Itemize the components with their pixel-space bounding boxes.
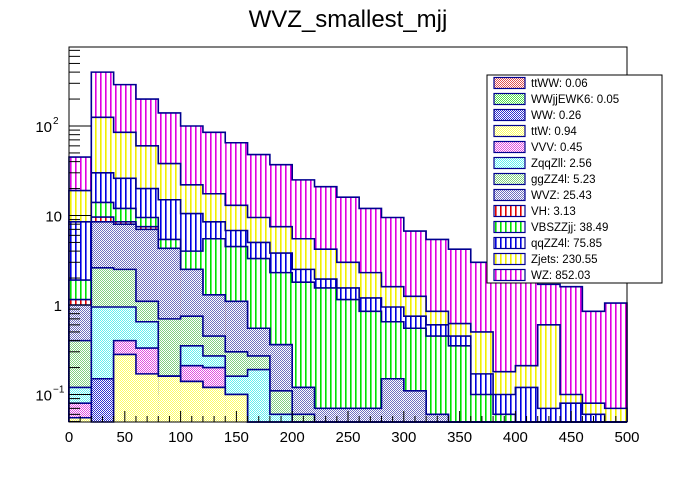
x-tick-label: 0 — [65, 429, 73, 446]
legend-item-zqqzll: ZqqZll: 2.56 — [493, 156, 592, 170]
legend-swatch — [493, 252, 526, 266]
x-tick-label: 350 — [447, 429, 472, 446]
bar-ttw-bin-6 — [202, 387, 226, 422]
legend-label: WW: 0.26 — [531, 110, 581, 122]
bar-vbszzjj-bin-12 — [336, 299, 360, 422]
bar-qqzz4l-bin-21 — [537, 408, 561, 422]
legend-swatch — [493, 204, 526, 218]
bar-ttw-bin-3 — [135, 373, 159, 422]
stacked-histogram — [68, 71, 628, 423]
x-tick-label: 250 — [335, 429, 360, 446]
bar-zjets-bin-24 — [604, 408, 627, 422]
outline-zjets — [68, 116, 628, 422]
bar-wvz-bin-13 — [359, 408, 382, 422]
bar-wvz-bin-11 — [314, 408, 337, 422]
chart-title: WVZ_smallest_mjj — [249, 6, 448, 33]
legend-label: WVZ: 25.43 — [531, 190, 592, 202]
x-axis: 0 50 100 150 200 250 300 350 400 450 500 — [65, 411, 640, 446]
y-tick-label: 10 — [45, 209, 62, 226]
x-tick-label: 100 — [168, 429, 193, 446]
legend-swatch — [493, 268, 526, 282]
y-tick-exponent: 2 — [53, 116, 59, 127]
legend-swatch — [493, 236, 526, 250]
legend-swatch — [493, 172, 526, 186]
legend-label: qqZZ4l: 75.85 — [531, 238, 602, 250]
y-tick-exponent: −1 — [53, 385, 65, 396]
legend-item-wwjjewk6: WWjjEWK6: 0.05 — [493, 92, 619, 106]
bar-ttw-bin-2 — [113, 354, 136, 422]
bar-vbszzjj-bin-13 — [359, 311, 382, 422]
bar-wz-bin-23 — [582, 311, 605, 422]
legend-label: WWjjEWK6: 0.05 — [531, 94, 619, 106]
legend-swatch — [493, 156, 526, 170]
bar-zjets-bin-21 — [537, 324, 561, 422]
legend-label: WZ: 852.03 — [531, 270, 590, 282]
legend-label: ttW: 0.94 — [531, 126, 577, 138]
bar-wvz-bin-15 — [403, 390, 427, 422]
bar-ttw-bin-7 — [225, 394, 248, 422]
bar-vbszzjj-bin-17 — [448, 345, 471, 422]
legend-swatch — [493, 124, 526, 138]
x-tick-label: 50 — [116, 429, 133, 446]
bar-qqzz4l-bin-20 — [515, 387, 538, 422]
bar-ttw-bin-5 — [180, 381, 203, 422]
bar-ww-bin-1 — [91, 378, 114, 422]
legend-item-wvz: WVZ: 25.43 — [493, 188, 592, 202]
legend-item-ttww: ttWW: 0.06 — [493, 76, 588, 90]
legend-swatch — [493, 140, 526, 154]
x-tick-label: 150 — [224, 429, 249, 446]
y-tick-label: 10 — [35, 119, 52, 136]
legend-item-vh: VH: 3.13 — [493, 204, 576, 218]
legend-swatch — [493, 108, 526, 122]
legend-swatch — [493, 76, 526, 90]
legend: ttWW: 0.06 WWjjEWK6: 0.05 WW: 0.26 ttW: 0.9… — [486, 74, 663, 284]
legend-item-wz: WZ: 852.03 — [493, 268, 590, 282]
legend-label: ggZZ4l: 5.23 — [531, 174, 596, 186]
legend-item-qqzz4l: qqZZ4l: 75.85 — [493, 236, 602, 250]
outline-vbszzjj — [68, 201, 627, 423]
legend-label: VVV: 0.45 — [531, 142, 582, 154]
legend-item-vvv: VVV: 0.45 — [493, 140, 582, 154]
legend-label: VBSZZjj: 38.49 — [531, 222, 608, 234]
legend-swatch — [493, 92, 526, 106]
legend-swatch — [493, 188, 526, 202]
legend-label: VH: 3.13 — [531, 206, 576, 218]
legend-item-zjets: Zjets: 230.55 — [493, 252, 597, 266]
x-tick-label: 400 — [503, 429, 528, 446]
legend-label: ZqqZll: 2.56 — [531, 158, 592, 170]
x-tick-label: 300 — [391, 429, 416, 446]
legend-item-ggzz4l: ggZZ4l: 5.23 — [493, 172, 596, 186]
legend-item-vbszzjj: VBSZZjj: 38.49 — [493, 220, 608, 234]
x-tick-label: 450 — [559, 429, 584, 446]
bar-vbszzjj-bin-16 — [426, 336, 449, 422]
legend-swatch — [493, 220, 526, 234]
bar-vbszzjj-bin-11 — [314, 287, 337, 422]
legend-label: Zjets: 230.55 — [531, 254, 597, 266]
x-tick-label: 500 — [614, 429, 639, 446]
bar-wvz-bin-10 — [292, 387, 315, 422]
legend-label: ttWW: 0.06 — [531, 78, 588, 90]
y-tick-label: 1 — [54, 298, 62, 315]
legend-item-ww: WW: 0.26 — [493, 108, 581, 122]
bar-wvz-bin-14 — [381, 378, 404, 422]
bar-vbszzjj-bin-18 — [470, 394, 494, 422]
bar-zqqzll-bin-8 — [247, 369, 270, 422]
bar-ttw-bin-4 — [158, 376, 181, 422]
x-tick-label: 200 — [280, 429, 305, 446]
bar-wz-bin-22 — [560, 286, 583, 422]
y-tick-label: 10 — [35, 388, 52, 405]
legend-item-ttw: ttW: 0.94 — [493, 124, 577, 138]
bar-wz-bin-24 — [604, 303, 627, 422]
